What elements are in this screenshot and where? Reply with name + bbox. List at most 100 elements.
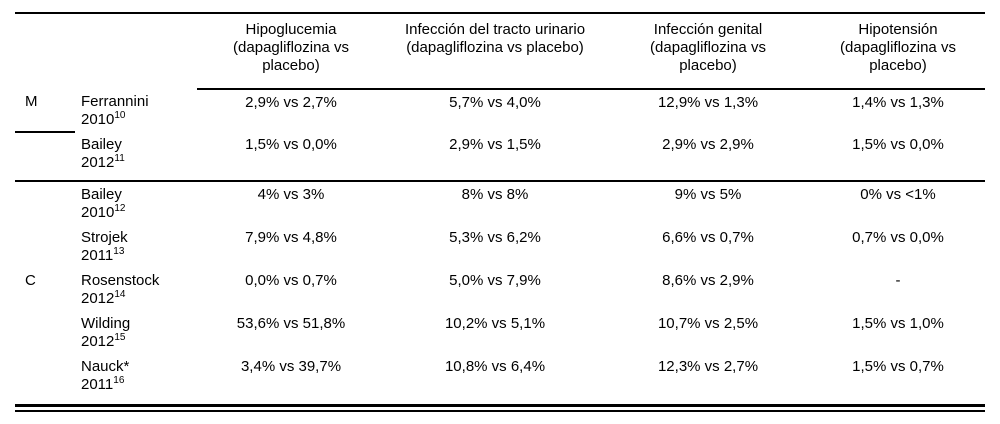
study-year-line: 201215 [81, 333, 191, 351]
value-cell-genital: 6,6% vs 0,7% [662, 229, 754, 246]
study-year: 2012 [81, 333, 115, 350]
study-year: 2012 [81, 154, 115, 171]
study-cell: Wilding 201215 [75, 311, 197, 354]
column-header-hipotension: Hipotensión (dapagliflozina vs placebo) [811, 13, 985, 90]
table-row-ferrannini-2010: M Ferrannini 201010 2,9% vs 2,7% 5,7% vs… [15, 89, 985, 133]
header-row: Hipoglucemia (dapagliflozina vs placebo)… [15, 13, 985, 90]
column-title: Hipoglucemia [245, 21, 337, 38]
study-year-line: 201116 [81, 376, 191, 394]
reference-superscript: 11 [114, 153, 125, 164]
value-cell-hipoglucemia: 4% vs 3% [257, 186, 325, 203]
value-cell-genital: 12,9% vs 1,3% [657, 94, 759, 111]
column-subtitle: (dapagliflozina vs placebo) [233, 39, 349, 74]
group-label: C [25, 272, 36, 289]
reference-superscript: 13 [113, 246, 125, 257]
value-cell-itu: 5,3% vs 6,2% [449, 229, 541, 246]
value-cell-genital: 8,6% vs 2,9% [662, 272, 754, 289]
study-name: Ferrannini [81, 93, 149, 110]
reference-superscript: 15 [114, 332, 126, 343]
table-row-rosenstock-2012: C Rosenstock 201214 0,0% vs 0,7% 5,0% vs… [15, 268, 985, 311]
study-year-line: 201211 [81, 154, 191, 172]
header-cell-group-empty [15, 13, 75, 89]
table-body: M Ferrannini 201010 2,9% vs 2,7% 5,7% vs… [15, 89, 985, 397]
study-name: Bailey [81, 186, 122, 203]
column-title: Infección genital [653, 21, 763, 38]
table-bottom-rule-thin [15, 410, 985, 412]
value-cell-hipotension: 1,5% vs 0,7% [852, 358, 944, 375]
study-year-line: 201113 [81, 247, 191, 265]
column-header-hipoglucemia: Hipoglucemia (dapagliflozina vs placebo) [197, 13, 385, 90]
group-cell-empty [15, 354, 75, 397]
value-cell-hipotension: 1,4% vs 1,3% [852, 94, 944, 111]
value-cell-hipotension: 1,5% vs 0,0% [811, 132, 985, 182]
adverse-events-table: Hipoglucemia (dapagliflozina vs placebo)… [15, 12, 985, 397]
study-cell: Strojek 201113 [75, 225, 197, 268]
study-name: Bailey [81, 136, 122, 153]
value-cell-genital: 10,7% vs 2,5% [657, 315, 759, 332]
column-subtitle: (dapagliflozina vs placebo) [406, 39, 584, 56]
value-cell-hipoglucemia: 53,6% vs 51,8% [236, 315, 346, 332]
header-cell-study-empty [75, 13, 197, 89]
value-cell-hipotension: 0% vs <1% [860, 186, 936, 203]
table-row-nauck-2011: Nauck* 201116 3,4% vs 39,7% 10,8% vs 6,4… [15, 354, 985, 397]
value-cell-hipoglucemia: 2,9% vs 2,7% [245, 94, 337, 111]
reference-superscript: 12 [114, 203, 126, 214]
table-row-wilding-2012: Wilding 201215 53,6% vs 51,8% 10,2% vs 5… [15, 311, 985, 354]
value-cell-itu: 5,7% vs 4,0% [449, 94, 541, 111]
study-name: Rosenstock [81, 272, 160, 289]
study-cell: Ferrannini 201010 [75, 89, 197, 132]
study-cell: Bailey 201211 [75, 132, 197, 182]
group-cell-empty [15, 132, 75, 182]
study-year: 2012 [81, 290, 115, 307]
group-cell-m: M [15, 89, 75, 133]
table-header: Hipoglucemia (dapagliflozina vs placebo)… [15, 13, 985, 90]
value-cell-hipoglucemia: 3,4% vs 39,7% [240, 358, 342, 375]
value-cell-hipoglucemia: 1,5% vs 0,0% [197, 132, 385, 182]
study-name: Nauck* [81, 358, 130, 375]
group-label: M [25, 93, 38, 110]
value-cell-hipoglucemia: 7,9% vs 4,8% [245, 229, 337, 246]
reference-superscript: 16 [113, 375, 125, 386]
study-year-line: 201214 [81, 290, 191, 308]
value-cell-itu: 10,8% vs 6,4% [444, 358, 546, 375]
value-cell-hipotension: 0,7% vs 0,0% [852, 229, 944, 246]
value-cell-itu: 2,9% vs 1,5% [385, 132, 605, 182]
value-cell-itu: 8% vs 8% [461, 186, 529, 203]
study-year: 2010 [81, 111, 115, 128]
study-name: Strojek [81, 229, 128, 246]
table-row-bailey-2010: Bailey 201012 4% vs 3% 8% vs 8% 9% vs 5%… [15, 181, 985, 225]
group-cell-empty [15, 225, 75, 268]
reference-superscript: 14 [114, 289, 126, 300]
value-cell-hipotension: - [895, 272, 901, 289]
group-cell-empty [15, 311, 75, 354]
column-subtitle: (dapagliflozina vs placebo) [840, 39, 956, 74]
column-header-infeccion-genital: Infección genital (dapagliflozina vs pla… [605, 13, 811, 90]
study-cell: Nauck* 201116 [75, 354, 197, 397]
column-title: Infección del tracto urinario [404, 21, 586, 38]
group-cell-c: C [15, 268, 75, 311]
column-title: Hipotensión [858, 21, 938, 38]
value-cell-genital: 12,3% vs 2,7% [657, 358, 759, 375]
column-subtitle: (dapagliflozina vs placebo) [650, 39, 766, 74]
value-cell-hipoglucemia: 0,0% vs 0,7% [245, 272, 337, 289]
study-year-line: 201012 [81, 204, 191, 222]
table-row-strojek-2011: Strojek 201113 7,9% vs 4,8% 5,3% vs 6,2%… [15, 225, 985, 268]
value-cell-genital: 9% vs 5% [674, 186, 742, 203]
study-cell: Rosenstock 201214 [75, 268, 197, 311]
value-cell-hipotension: 1,5% vs 1,0% [852, 315, 944, 332]
table-row-bailey-2012: Bailey 201211 1,5% vs 0,0% 2,9% vs 1,5% … [15, 132, 985, 182]
study-name: Wilding [81, 315, 131, 332]
column-header-infeccion-tracto-urinario: Infección del tracto urinario (dapaglifl… [385, 13, 605, 90]
group-cell-empty [15, 181, 75, 225]
value-cell-genital: 2,9% vs 2,9% [605, 132, 811, 182]
value-cell-itu: 10,2% vs 5,1% [444, 315, 546, 332]
table-bottom-rule-thick [15, 404, 985, 407]
paper-table-page: Hipoglucemia (dapagliflozina vs placebo)… [15, 12, 985, 412]
study-year-line: 201010 [81, 111, 191, 129]
value-cell-itu: 5,0% vs 7,9% [449, 272, 541, 289]
study-year: 2010 [81, 204, 115, 221]
study-year: 2011 [81, 247, 114, 264]
study-year: 2011 [81, 376, 114, 393]
study-cell: Bailey 201012 [75, 181, 197, 225]
reference-superscript: 10 [114, 110, 126, 121]
